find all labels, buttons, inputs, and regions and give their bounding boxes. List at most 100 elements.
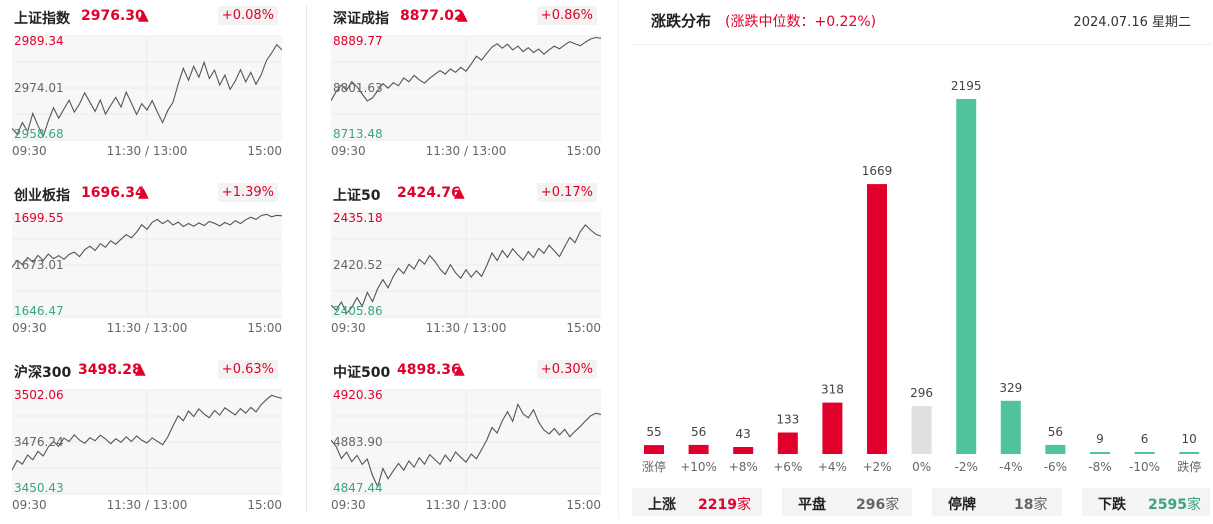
distribution-chart: 55 涨停 56 +10% 43 +8% 133 +6% 318 +4% 1669 +2% 296 0% 2…: [642, 79, 1201, 474]
time-label: 15:00: [566, 144, 601, 158]
price-line: [331, 224, 601, 315]
mini-chart: 2435.18 2420.52 2405.86 09:30 11:30 / 13:00 1…: [331, 211, 601, 335]
mid-label: 4883.90: [333, 435, 383, 449]
category-label: +8%: [729, 460, 758, 474]
bar: [644, 445, 664, 454]
category-label: -6%: [1044, 460, 1067, 474]
bar-value-label: 10: [1182, 432, 1197, 446]
bar: [911, 406, 932, 454]
summary-count-up: 2219家: [698, 497, 751, 513]
index-panel-csi500[interactable]: 中证500 4898.36 ▲ +0.30% 4920.36 4883.90 484…: [331, 354, 601, 524]
time-label: 11:30 / 13:00: [107, 498, 188, 512]
index-change: +0.17%: [536, 183, 597, 202]
category-label: +2%: [862, 460, 891, 474]
bar: [1134, 452, 1155, 454]
bar-value-label: 55: [646, 425, 661, 439]
index-panel-csi300[interactable]: 沪深300 3498.28 ▲ +0.63% 3502.06 3476.24 345…: [12, 354, 282, 524]
high-label: 1699.55: [14, 211, 64, 225]
price-line: [12, 394, 282, 471]
date-label: 2024.07.16 星期二: [1073, 15, 1191, 30]
bar: [867, 184, 887, 454]
low-label: 8713.48: [333, 127, 383, 141]
index-change: +0.08%: [217, 6, 278, 25]
high-label: 2989.34: [14, 34, 64, 48]
mid-label: 3476.24: [14, 435, 64, 449]
time-label: 11:30 / 13:00: [426, 144, 507, 158]
low-label: 2958.68: [14, 127, 64, 141]
bar: [777, 432, 798, 454]
index-name: 上证50: [333, 188, 381, 204]
index-value: 8877.02: [400, 8, 464, 24]
category-label: -10%: [1129, 460, 1160, 474]
index-panel-shenzhen[interactable]: 深证成指 8877.02 ▲ +0.86% 8889.77 8801.63 8713…: [331, 0, 601, 170]
low-label: 1646.47: [14, 304, 64, 318]
mid-label: 2420.52: [333, 258, 383, 272]
mid-label: 8801.63: [333, 81, 383, 95]
summary-label: 下跌: [1098, 497, 1126, 513]
bar-value-label: 9: [1096, 432, 1104, 446]
index-panel-sse50[interactable]: 上证50 2424.76 ▲ +0.17% 2435.18 2420.52 2405…: [331, 177, 601, 347]
low-label: 3450.43: [14, 481, 64, 495]
mini-chart: 4920.36 4883.90 4847.44 09:30 11:30 / 13:00 1…: [331, 388, 601, 512]
mini-chart: 8889.77 8801.63 8713.48 09:30 11:30 / 13:00 1…: [331, 34, 601, 158]
time-label: 15:00: [566, 498, 601, 512]
bar-value-label: 296: [910, 386, 933, 400]
index-panel-shanghai[interactable]: 上证指数 2976.30 ▲ +0.08% 2989.34 2974.01 2958…: [12, 0, 282, 170]
price-line: [12, 43, 282, 138]
time-label: 09:30: [331, 144, 366, 158]
category-label: 跌停: [1177, 459, 1201, 474]
category-label: +6%: [773, 460, 802, 474]
index-value: 2976.30: [81, 8, 145, 24]
index-change: +0.86%: [536, 6, 597, 25]
bar: [1179, 452, 1200, 454]
index-value: 1696.34: [81, 185, 145, 201]
index-value: 4898.36: [397, 362, 461, 378]
high-label: 4920.36: [333, 388, 383, 402]
category-label: -4%: [999, 460, 1022, 474]
category-label: 涨停: [642, 459, 666, 474]
summary-label: 停牌: [948, 497, 976, 513]
index-panel-chinext[interactable]: 创业板指 1696.34 ▲ +1.39% 1699.55 1673.01 1646…: [12, 177, 282, 347]
time-label: 15:00: [247, 144, 282, 158]
index-name: 中证500: [333, 365, 391, 381]
high-label: 8889.77: [333, 34, 383, 48]
high-label: 2435.18: [333, 211, 383, 225]
mini-chart: 2989.34 2974.01 2958.68 09:30 11:30 / 13:00 1…: [12, 34, 282, 158]
high-label: 3502.06: [14, 388, 64, 402]
index-value: 2424.76: [397, 185, 461, 201]
up-arrow-icon: ▲: [138, 8, 149, 24]
up-arrow-icon: ▲: [138, 185, 149, 201]
summary-label: 上涨: [648, 497, 676, 513]
category-label: 0%: [912, 460, 931, 474]
summary-count-down: 2595家: [1148, 497, 1201, 513]
index-name: 深证成指: [333, 11, 389, 27]
index-change: +0.30%: [536, 360, 597, 379]
bar-value-label: 1669: [862, 164, 893, 178]
up-arrow-icon: ▲: [454, 185, 465, 201]
summary-count-suspended: 18家: [1014, 497, 1048, 513]
time-label: 09:30: [331, 321, 366, 335]
section-divider: [618, 0, 619, 518]
bar-value-label: 329: [999, 381, 1022, 395]
median-text: (涨跌中位数：+0.22%): [725, 14, 877, 30]
time-label: 09:30: [331, 498, 366, 512]
time-label: 09:30: [12, 144, 47, 158]
bar: [956, 99, 977, 454]
index-change: +1.39%: [217, 183, 278, 202]
summary-suspended: 停牌 18家: [932, 488, 1062, 516]
category-label: +10%: [680, 460, 717, 474]
price-line: [331, 402, 601, 489]
bar: [1045, 444, 1066, 454]
mid-label: 1673.01: [14, 258, 64, 272]
summary-down: 下跌 2595家: [1082, 488, 1210, 516]
summary-count-flat: 296家: [856, 497, 900, 513]
time-label: 11:30 / 13:00: [426, 321, 507, 335]
category-label: -8%: [1088, 460, 1111, 474]
mini-chart: 3502.06 3476.24 3450.43 09:30 11:30 / 13:00 1…: [12, 388, 282, 512]
category-label: +4%: [818, 460, 847, 474]
index-name: 创业板指: [14, 188, 70, 204]
index-value: 3498.28: [78, 362, 142, 378]
bar: [688, 444, 709, 454]
index-name: 上证指数: [14, 11, 70, 27]
bar-value-label: 56: [691, 425, 706, 439]
